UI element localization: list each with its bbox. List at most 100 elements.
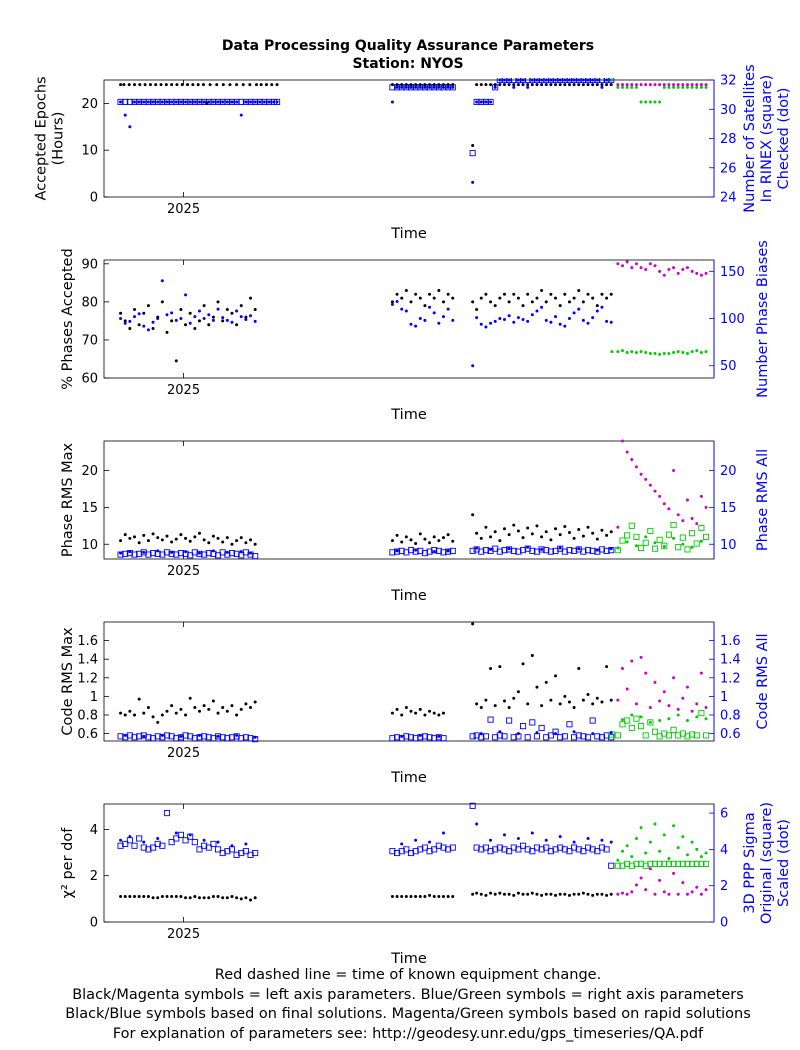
dot-marker [471,300,475,304]
dot-marker [216,307,220,311]
dot-marker [586,321,590,325]
data-markers [117,802,710,902]
dot-marker [137,895,141,899]
dot-marker [390,300,394,304]
dot-marker [228,83,232,87]
dot-marker [581,83,585,87]
square-marker [538,846,545,853]
square-marker [693,732,700,739]
square-marker [566,721,573,728]
y-right-axis-label: In RINEX (square) [759,75,775,203]
dot-marker [142,734,146,738]
dot-marker [441,315,445,319]
dot-marker [502,78,506,82]
square-marker [219,734,226,741]
dot-marker [667,507,671,511]
square-marker [510,78,517,84]
dot-marker [225,896,229,900]
dot-marker [549,538,553,542]
y-left-axis-label: Code RMS Max [60,627,76,736]
dot-marker [634,83,638,87]
dot-marker [554,315,558,319]
square-marker [628,862,635,869]
square-marker [496,78,503,84]
square-marker [651,728,659,735]
square-marker [524,846,531,853]
square-marker [182,98,189,105]
dot-marker [644,535,648,539]
dot-marker [577,83,581,87]
dot-marker [170,895,174,899]
square-marker [665,531,672,538]
square-marker [584,547,592,554]
square-marker [403,846,410,853]
dot-marker [530,532,534,536]
dot-marker [653,489,657,493]
square-marker [242,98,249,105]
dot-marker [446,533,450,537]
dot-marker [170,540,174,544]
dot-marker [658,100,662,104]
square-marker [561,733,568,740]
dot-marker [662,544,666,548]
dot-marker [184,550,188,554]
square-marker [154,840,161,847]
dot-marker [446,895,450,899]
dot-marker [119,539,123,543]
square-marker [702,533,710,540]
dot-marker [414,83,418,87]
dot-marker [644,477,648,481]
dot-marker [244,896,248,900]
dot-marker [681,85,685,89]
dot-marker [239,897,243,901]
dot-marker [437,734,441,738]
square-marker [510,844,517,851]
square-marker [524,734,531,741]
dot-marker [512,85,516,89]
dot-marker [526,892,530,896]
dot-marker [625,260,629,264]
square-marker [547,732,554,739]
dot-marker [207,541,211,545]
dot-marker [197,319,201,323]
dot-marker [591,316,595,320]
dot-marker [667,351,671,355]
dot-marker [253,735,257,739]
dot-marker [174,359,178,363]
dot-marker [558,304,562,308]
dot-marker [526,85,530,89]
square-marker [543,547,550,554]
dot-marker [600,83,604,87]
dot-marker [586,83,590,87]
y-left-tick-label: 10 [81,144,98,159]
dot-marker [667,892,671,896]
square-marker [219,98,226,105]
dot-marker [658,849,662,853]
square-marker [670,860,677,867]
dot-marker [201,83,205,87]
y-left-tick-label: 10 [81,538,98,553]
dot-marker [685,83,689,87]
square-marker [478,548,485,555]
dot-marker [605,83,609,87]
dot-marker [128,835,132,839]
square-marker [163,810,171,817]
dot-marker [119,551,123,555]
dot-marker [621,349,624,353]
square-marker [584,734,592,741]
square-marker [538,724,545,732]
square-marker [440,735,447,742]
dot-marker [390,302,394,306]
square-marker [168,733,175,740]
dot-marker [446,85,450,89]
y-left-tick-label: 0.8 [77,708,98,723]
dot-marker [221,319,225,323]
dot-marker [493,319,497,323]
dot-marker [230,320,234,324]
y-right-axis-label: Phase RMS All [755,449,771,551]
dot-marker [484,525,488,529]
dot-marker [423,83,427,87]
panel-2: 60 70 80 90 50 100 150 2025 Time % Phases Accepte… [60,240,771,423]
dot-marker [137,541,141,545]
